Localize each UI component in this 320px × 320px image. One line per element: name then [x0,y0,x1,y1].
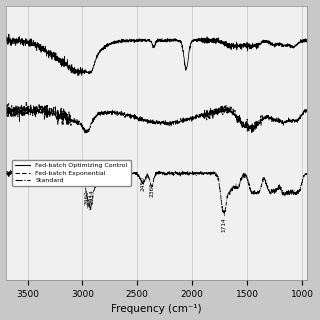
Text: 1714: 1714 [221,217,226,232]
Text: 2369: 2369 [149,182,154,197]
Text: 2960: 2960 [84,190,89,205]
Legend: Fed-batch Optimizing Control, Fed-batch Exponential, Standard: Fed-batch Optimizing Control, Fed-batch … [12,160,131,187]
Text: 2914: 2914 [89,188,94,204]
X-axis label: Frequency (cm⁻¹): Frequency (cm⁻¹) [111,304,202,315]
Text: 2450: 2450 [140,176,145,190]
Text: 2931: 2931 [87,193,92,208]
